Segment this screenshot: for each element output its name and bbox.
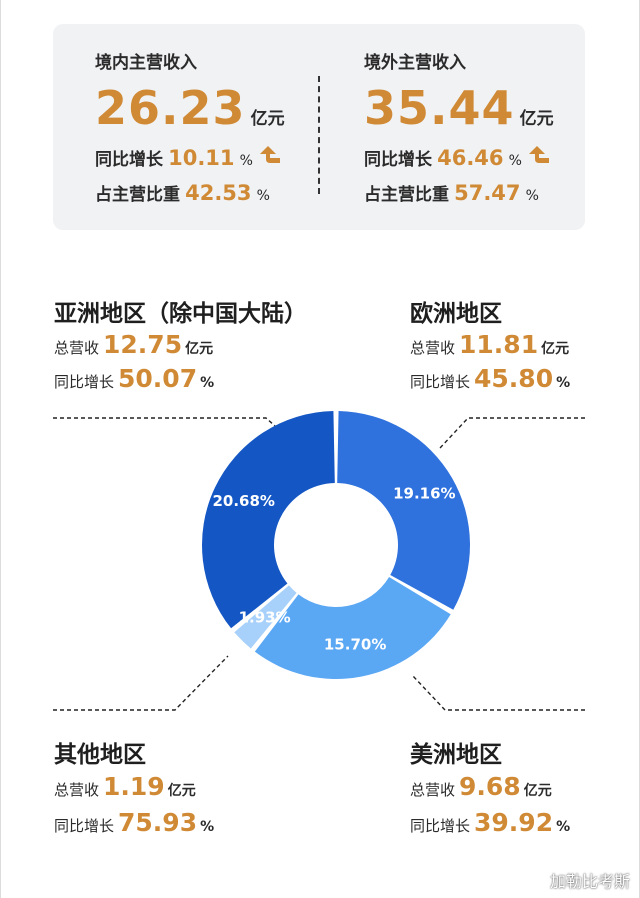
leader-lines: [53, 417, 585, 711]
asia-revenue-value: 12.75: [103, 330, 183, 359]
asia-title: 亚洲地区（除中国大陆）: [54, 301, 307, 327]
slice-other: [234, 585, 297, 649]
summary-divider: [318, 76, 320, 194]
overseas-share-label: 占主营比重: [364, 185, 449, 205]
overseas-value: 35.44: [364, 81, 515, 135]
asia-revenue-label: 总营收: [54, 339, 100, 357]
up-arrow-icon: [260, 146, 281, 163]
domestic-share-pct: %: [256, 188, 270, 204]
europe-revenue-label: 总营收: [410, 339, 456, 357]
europe-revenue: 总营收 11.81 亿元: [410, 330, 569, 359]
slice-label-europe: 19.16%: [393, 485, 455, 503]
slice-americas: [254, 577, 451, 679]
slice-label-asia: 20.68%: [212, 492, 274, 510]
asia-growth-pct: %: [200, 375, 215, 391]
americas-revenue-label: 总营收: [410, 781, 456, 799]
donut-labels: 19.16% 15.70% 1.93% 20.68%: [212, 485, 455, 654]
domestic-share-row: 占主营比重 42.53 %: [95, 180, 285, 205]
americas-leader-line: [411, 674, 585, 711]
asia-revenue: 总营收 12.75 亿元: [54, 330, 213, 359]
europe-revenue-value: 11.81: [459, 330, 539, 359]
overseas-growth-value: 46.46: [437, 146, 504, 170]
domestic-value: 26.23: [95, 81, 246, 135]
europe-growth-label: 同比增长: [410, 373, 471, 391]
asia-growth-label: 同比增长: [54, 373, 115, 391]
up-arrow-icon: [529, 146, 550, 163]
europe-leader-line: [439, 417, 585, 449]
donut-slices: [201, 411, 470, 679]
americas-growth-value: 39.92: [474, 808, 554, 837]
americas-growth: 同比增长 39.92%: [410, 808, 570, 837]
watermark: 加勒比考斯: [549, 872, 630, 891]
other-growth-value: 75.93: [118, 808, 198, 837]
overseas-growth-row: 同比增长 46.46 %: [364, 143, 554, 170]
domestic-share-label: 占主营比重: [95, 185, 180, 205]
domestic-growth-pct: %: [239, 153, 253, 169]
asia-growth-value: 50.07: [118, 364, 198, 393]
europe-growth: 同比增长 45.80%: [410, 364, 570, 393]
overseas-share-row: 占主营比重 57.47 %: [364, 180, 554, 205]
other-growth-pct: %: [200, 819, 215, 835]
asia-growth: 同比增长 50.07%: [54, 364, 214, 393]
other-revenue-value: 1.19: [103, 772, 165, 801]
overseas-growth-pct: %: [508, 153, 522, 169]
europe-growth-value: 45.80: [474, 364, 554, 393]
other-growth-label: 同比增长: [54, 817, 115, 835]
other-growth: 同比增长 75.93%: [54, 808, 214, 837]
europe-title: 欧洲地区: [410, 301, 502, 327]
domestic-unit: 亿元: [250, 109, 285, 129]
domestic-growth-label: 同比增长: [95, 150, 163, 170]
americas-title: 美洲地区: [410, 742, 502, 768]
other-revenue-unit: 亿元: [167, 783, 196, 799]
domestic-growth-row: 同比增长 10.11 %: [95, 143, 285, 170]
europe-revenue-unit: 亿元: [541, 341, 570, 357]
domestic-summary: 境内主营收入 26.23 亿元 同比增长 10.11 % 占主营比重 42.53…: [95, 48, 285, 205]
americas-revenue-unit: 亿元: [523, 783, 552, 799]
revenue-donut-chart: 19.16% 15.70% 1.93% 20.68%: [53, 411, 585, 711]
domestic-value-row: 26.23 亿元: [95, 85, 285, 131]
domestic-growth-value: 10.11: [168, 146, 235, 170]
asia-leader-line: [53, 417, 285, 435]
americas-revenue-value: 9.68: [459, 772, 521, 801]
overseas-title: 境外主营收入: [364, 53, 466, 73]
overseas-share-pct: %: [525, 188, 539, 204]
slice-asia: [201, 411, 335, 629]
asia-revenue-unit: 亿元: [185, 341, 214, 357]
overseas-value-row: 35.44 亿元: [364, 85, 554, 131]
domestic-title: 境内主营收入: [95, 53, 197, 73]
slice-label-other: 1.93%: [239, 608, 291, 626]
europe-growth-pct: %: [556, 375, 571, 391]
other-leader-line: [53, 655, 229, 711]
other-revenue: 总营收 1.19 亿元: [54, 772, 196, 801]
americas-growth-label: 同比增长: [410, 817, 471, 835]
overseas-share-value: 57.47: [454, 181, 521, 205]
summary-panel: 境内主营收入 26.23 亿元 同比增长 10.11 % 占主营比重 42.53…: [53, 24, 585, 230]
overseas-growth-label: 同比增长: [364, 150, 432, 170]
slice-europe: [337, 411, 470, 610]
overseas-unit: 亿元: [519, 109, 554, 129]
slice-label-americas: 15.70%: [324, 636, 386, 654]
americas-revenue: 总营收 9.68 亿元: [410, 772, 552, 801]
overseas-summary: 境外主营收入 35.44 亿元 同比增长 46.46 % 占主营比重 57.47…: [364, 48, 554, 205]
domestic-share-value: 42.53: [185, 181, 252, 205]
americas-growth-pct: %: [556, 819, 571, 835]
other-title: 其他地区: [54, 742, 146, 768]
other-revenue-label: 总营收: [54, 781, 100, 799]
